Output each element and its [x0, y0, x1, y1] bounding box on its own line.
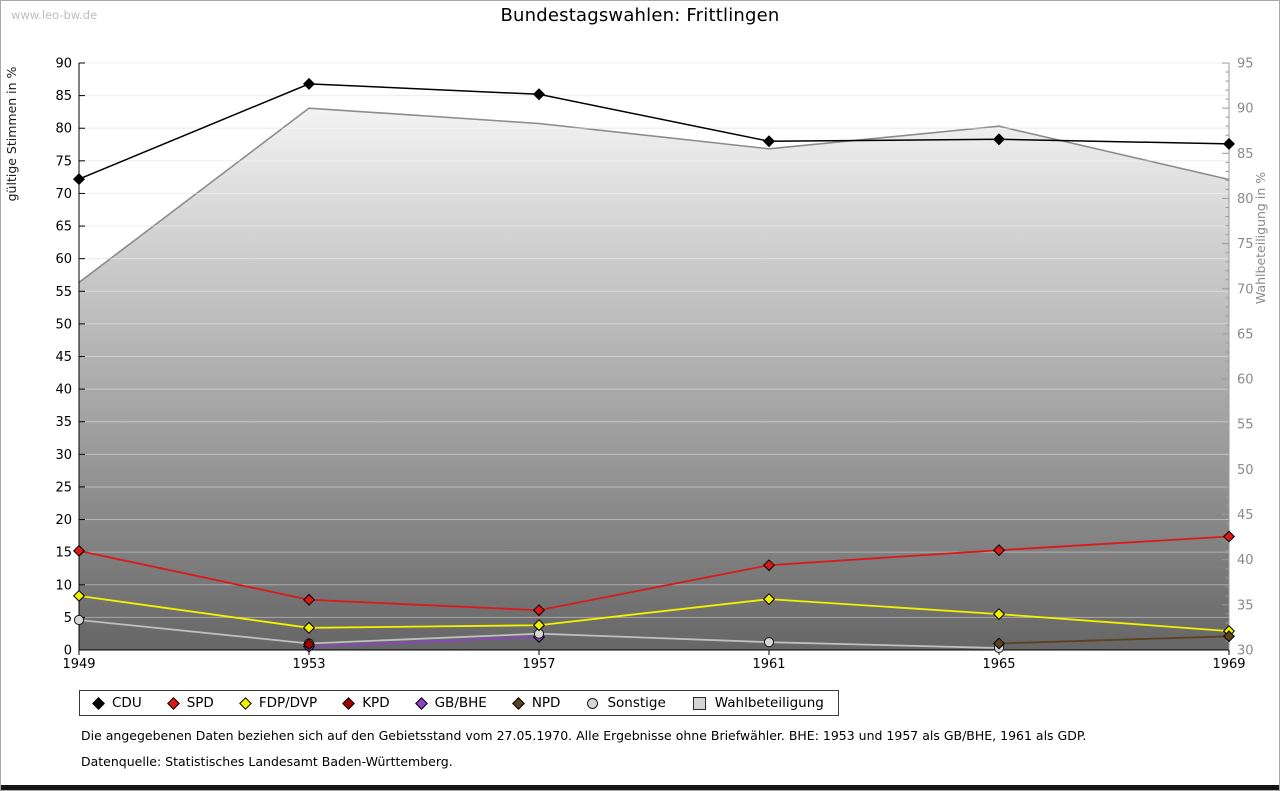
svg-text:25: 25: [55, 480, 72, 495]
svg-text:gültige Stimmen in %: gültige Stimmen in %: [4, 66, 19, 201]
svg-text:Wahlbeteiligung in %: Wahlbeteiligung in %: [1253, 172, 1268, 304]
svg-text:35: 35: [1237, 598, 1254, 613]
svg-text:30: 30: [55, 448, 72, 463]
chart-legend: CDU SPD FDP/DVP KPD GB/BHE NPD Sonstige …: [79, 690, 839, 716]
spd-diamond-icon: [166, 696, 180, 710]
svg-text:80: 80: [1237, 192, 1254, 207]
svg-text:90: 90: [1237, 102, 1254, 117]
legend-item-gb-bhe: GB/BHE: [414, 695, 487, 711]
svg-text:15: 15: [55, 546, 72, 561]
svg-text:55: 55: [1237, 418, 1254, 433]
legend-label-fdp-dvp: FDP/DVP: [258, 695, 318, 711]
svg-text:40: 40: [55, 383, 72, 398]
svg-text:80: 80: [55, 122, 72, 137]
fdp-dvp-diamond-icon: [238, 696, 252, 710]
svg-text:75: 75: [55, 154, 72, 169]
svg-text:60: 60: [55, 252, 72, 267]
chart-title: Bundestagswahlen: Frittlingen: [500, 5, 780, 26]
svg-text:30: 30: [1237, 644, 1254, 659]
svg-text:90: 90: [55, 57, 72, 72]
svg-text:5: 5: [64, 611, 72, 626]
legend-label-gb-bhe: GB/BHE: [434, 695, 487, 711]
gb-bhe-diamond-icon: [414, 696, 428, 710]
svg-text:50: 50: [1237, 463, 1254, 478]
legend-label-spd: SPD: [186, 695, 214, 711]
svg-text:85: 85: [55, 89, 72, 104]
svg-text:45: 45: [55, 350, 72, 365]
cdu-diamond-icon: [92, 696, 105, 710]
legend-item-kpd: KPD: [342, 695, 390, 711]
svg-text:1969: 1969: [1212, 657, 1245, 672]
legend-item-npd: NPD: [511, 695, 561, 711]
svg-text:40: 40: [1237, 553, 1254, 568]
svg-text:35: 35: [55, 415, 72, 430]
legend-item-cdu: CDU: [92, 695, 142, 711]
wahlbeteiligung-square-icon: [692, 696, 706, 710]
svg-text:50: 50: [55, 317, 72, 332]
svg-text:60: 60: [1237, 373, 1254, 388]
legend-item-sonstige: Sonstige: [587, 695, 666, 711]
legend-item-fdp-dvp: FDP/DVP: [238, 695, 318, 711]
npd-diamond-icon: [511, 696, 525, 710]
svg-text:1965: 1965: [982, 657, 1015, 672]
svg-text:75: 75: [1237, 237, 1254, 252]
svg-text:45: 45: [1237, 508, 1254, 523]
svg-text:20: 20: [55, 513, 72, 528]
legend-item-wahlbeteiligung: Wahlbeteiligung: [692, 695, 824, 711]
svg-text:0: 0: [64, 644, 72, 659]
kpd-diamond-icon: [342, 696, 356, 710]
svg-text:10: 10: [55, 578, 72, 593]
svg-text:70: 70: [1237, 282, 1254, 297]
legend-label-sonstige: Sonstige: [607, 695, 666, 711]
legend-label-wahlbeteiligung: Wahlbeteiligung: [714, 695, 824, 711]
svg-text:55: 55: [55, 285, 72, 300]
svg-text:70: 70: [55, 187, 72, 202]
legend-label-npd: NPD: [531, 695, 561, 711]
legend-label-cdu: CDU: [112, 695, 142, 711]
footnote-source: Datenquelle: Statistisches Landesamt Bad…: [81, 754, 453, 769]
site-watermark: www.leo-bw.de: [11, 8, 98, 22]
election-line-chart: 30 35 40 45 50 55 60 65 70 75 80 85 90 95 0 5 10 15 20 25 30…: [4, 57, 1268, 673]
footnote-data-note: Die angegebenen Daten beziehen sich auf …: [81, 728, 1087, 743]
svg-text:95: 95: [1237, 57, 1254, 72]
legend-label-kpd: KPD: [362, 695, 390, 711]
svg-text:1949: 1949: [62, 657, 95, 672]
bottom-border-bar: [1, 785, 1279, 790]
legend-item-spd: SPD: [166, 695, 214, 711]
sonstige-circle-icon: [587, 697, 599, 709]
svg-text:1953: 1953: [292, 657, 325, 672]
svg-text:1961: 1961: [752, 657, 785, 672]
svg-text:65: 65: [55, 220, 72, 235]
svg-text:1957: 1957: [522, 657, 555, 672]
svg-text:85: 85: [1237, 147, 1254, 162]
svg-text:65: 65: [1237, 327, 1254, 342]
